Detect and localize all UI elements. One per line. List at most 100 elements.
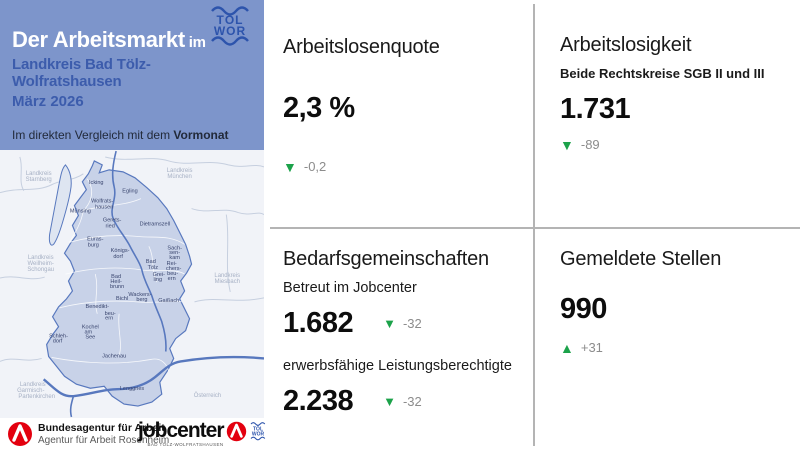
municipality-label: Euras-	[87, 236, 103, 242]
kpi-value: 2,3 %	[283, 92, 355, 124]
kpi-delta: ▼ -32	[383, 316, 422, 331]
municipality-label: Bad	[146, 259, 156, 265]
municipality-label: ling	[153, 277, 162, 283]
wave-icon	[211, 36, 249, 46]
kpi-value: 990	[560, 293, 607, 325]
card-benefit-communities: Bedarfsgemeinschaften Betreut im Jobcent…	[283, 248, 512, 418]
neighbor-region-label: Landkreis	[26, 171, 52, 177]
municipality-label: dorf	[113, 254, 123, 260]
delta-value: -89	[580, 137, 600, 152]
neighbor-region-label: Partenkirchen	[18, 394, 55, 400]
neighbor-region-label: Garmisch-	[17, 388, 44, 394]
delta-value: -32	[402, 316, 422, 331]
municipality-label: Icking	[89, 180, 104, 186]
neighbor-region-label: Landkreis	[28, 255, 54, 261]
municipality-label: brunn	[110, 284, 124, 290]
municipality-label: sen-	[169, 250, 180, 256]
card-unemployment-rate: Arbeitslosenquote 2,3 % ▼ -0,2	[283, 36, 440, 174]
jobcenter-subline: BAD TÖLZ-WOLFRATSHAUSEN	[147, 442, 224, 447]
neighbor-region-label: Schongau	[27, 267, 54, 273]
comparison-note-text: Im direkten Vergleich mit dem	[12, 128, 174, 143]
trend-down-icon: ▼	[283, 158, 297, 175]
card-subtitle-2: erwerbsfähige Leistungsberechtigte	[283, 358, 512, 374]
lake-shape	[48, 164, 72, 246]
municipality-label: ern	[168, 276, 176, 282]
card-title: Gemeldete Stellen	[560, 248, 722, 270]
municipality-label: dorf	[53, 339, 63, 345]
title-main: Der Arbeitsmarkt	[12, 27, 185, 52]
municipality-label: Sach-	[167, 245, 182, 251]
neighbor-region-label: Landkreis	[214, 273, 240, 279]
municipality-label: Münsing	[70, 209, 91, 215]
logo-strip: Bundesagentur für Arbeit Agentur für Arb…	[0, 418, 267, 452]
horizontal-divider	[270, 227, 800, 229]
neighbor-region-label: Österreich	[194, 392, 221, 399]
municipality-label: burg	[88, 242, 99, 248]
municipality-label: berg	[136, 297, 147, 303]
municipal-borders	[51, 178, 185, 372]
jobcenter-logo: jobcenter BAD TÖLZ-WOLFRATSHAUSEN TÖL WO…	[138, 420, 267, 447]
municipality-label: Kochel	[82, 325, 99, 331]
neighbor-region-label: München	[167, 174, 191, 180]
jobcenter-tolwor-icon: TÖL WOR	[249, 421, 267, 446]
municipality-label: Grei-	[153, 272, 165, 278]
tolwor-logo: TÖL WOR	[204, 4, 256, 53]
municipality-label: chers-	[166, 266, 182, 272]
kpi-row: 2.238 ▼ -32	[283, 385, 512, 418]
municipality-label: Heil-	[110, 279, 122, 285]
jobcenter-wordmark: jobcenter	[138, 419, 225, 442]
tolwor-logo-graphic: TÖL WOR	[211, 6, 249, 46]
kpi-delta-2: ▼ -32	[383, 394, 422, 409]
neighbor-borders	[0, 156, 265, 362]
municipality-label: am	[84, 330, 92, 336]
river-line	[111, 150, 167, 352]
bundesagentur-text: Bundesagentur für Arbeit Agentur für Arb…	[38, 422, 169, 448]
trend-up-icon: ▲	[560, 339, 574, 356]
card-subtitle: Betreut im Jobcenter	[283, 280, 417, 296]
municipality-label: beu-	[167, 271, 178, 277]
municipality-label: Lenggries	[120, 386, 145, 392]
municipality-label: Bichl	[116, 296, 128, 302]
municipality-label: Königs-	[111, 248, 130, 254]
ba-a-mark	[12, 424, 28, 442]
municipality-label: Wolfrats-	[91, 199, 113, 205]
trend-down-icon: ▼	[383, 394, 396, 409]
tolwor-line2: WOR	[214, 24, 246, 38]
comparison-note: Im direkten Vergleich mit dem Vormonat	[12, 128, 254, 142]
municipality-label: Benedikt-	[86, 304, 110, 310]
delta-value: +31	[580, 340, 603, 355]
municipality-label: Bad	[111, 274, 121, 280]
comparison-note-bold: Vormonat	[173, 128, 229, 143]
card-title: Arbeitslosenquote	[283, 36, 440, 58]
tolwor-line1: TÖL	[217, 12, 244, 27]
wave-icon	[211, 6, 249, 16]
card-unemployment: Arbeitslosigkeit Beide Rechtskreise SGB …	[560, 34, 764, 152]
neighbor-region-label: Weilheim-	[28, 261, 54, 267]
municipality-label: Schleh-	[49, 334, 68, 340]
sidebar-header: TÖL WOR Der Arbeitsmarkt im Landkreis Ba…	[0, 0, 264, 150]
kpi-row: 1.682 ▼ -32	[283, 307, 512, 340]
kpi-value: 1.682	[283, 307, 354, 339]
municipality-label: Egling	[122, 189, 137, 195]
bundesagentur-logo-icon	[7, 421, 33, 452]
title-region: Landkreis Bad Tölz-Wolfratshausen	[12, 56, 151, 91]
title-month: März 2026	[12, 93, 84, 111]
trend-down-icon: ▼	[383, 316, 396, 331]
country-border-line	[42, 355, 265, 398]
municipality-label: hausen	[95, 205, 113, 211]
municipality-label: Gaißach	[158, 298, 179, 304]
vertical-divider	[533, 4, 535, 446]
municipality-label: Rei-	[167, 261, 177, 267]
municipality-label: Wackers-	[128, 292, 151, 298]
municipality-label: Jachenau	[102, 353, 126, 359]
municipality-label: ern	[105, 316, 113, 322]
trend-down-icon: ▼	[560, 136, 574, 153]
neighbor-region-label: Starnberg	[26, 177, 52, 183]
neighbor-region-label: Landkreis	[20, 382, 46, 388]
kpi-delta: ▲ +31	[560, 340, 721, 355]
ba-line2: Agentur für Arbeit Rosenheim	[38, 435, 170, 447]
kpi-delta: ▼ -89	[560, 137, 764, 152]
district-map-container: Icking Egling Wolfrats-hausen Münsing Gerets…	[0, 150, 265, 418]
river-tail	[69, 395, 75, 418]
neighbor-region-label: Landkreis	[167, 168, 193, 174]
